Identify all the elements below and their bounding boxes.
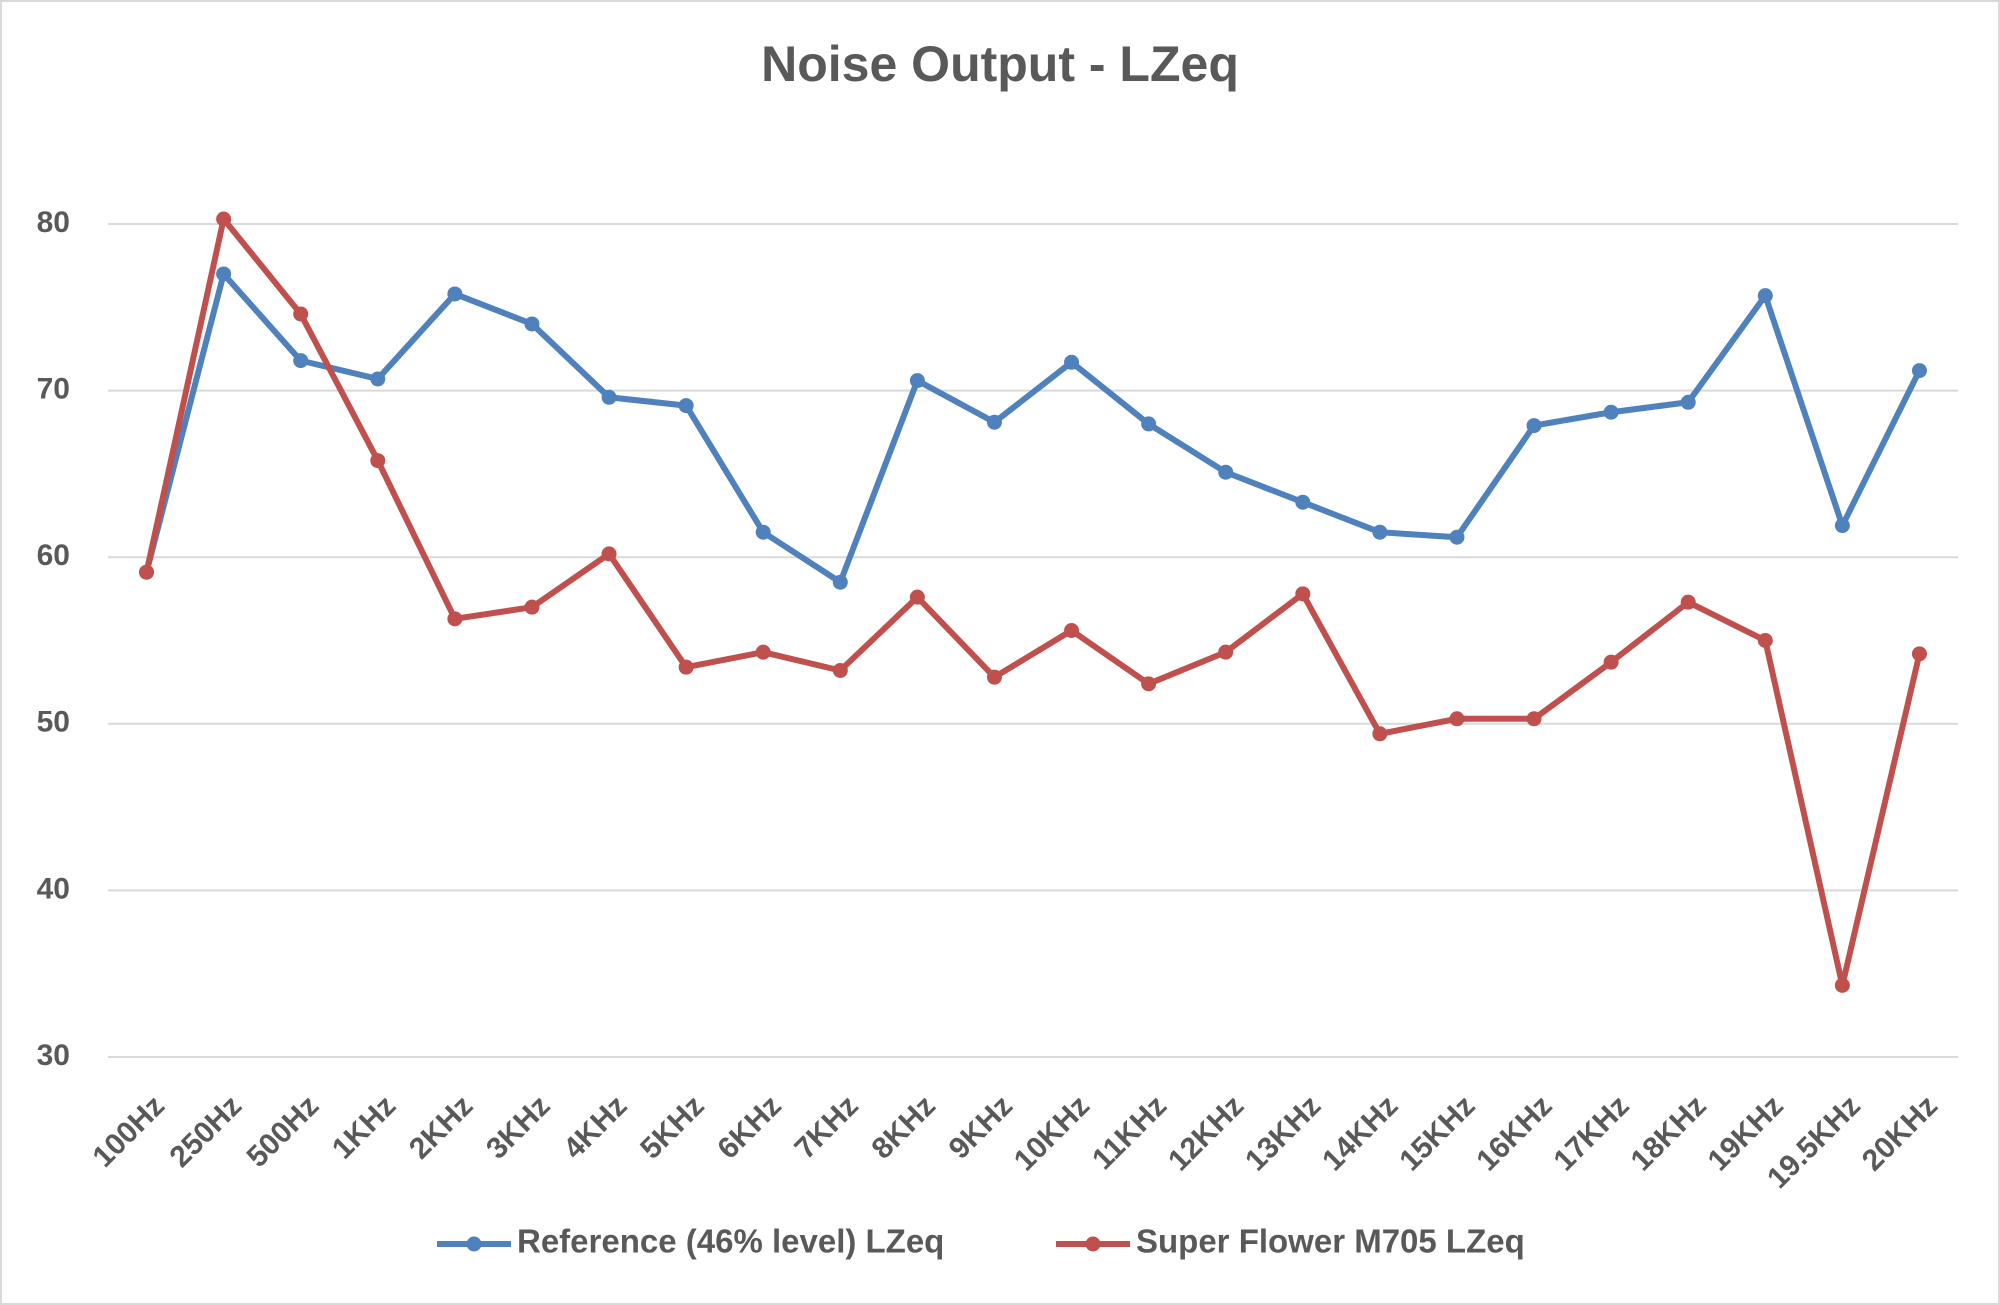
data-point xyxy=(832,574,848,590)
data-point xyxy=(1911,646,1927,662)
data-point xyxy=(370,371,386,387)
data-point xyxy=(1757,633,1773,648)
data-point xyxy=(447,611,463,627)
data-point xyxy=(601,389,617,405)
data-point xyxy=(909,373,925,389)
data-point xyxy=(1295,586,1311,602)
data-point xyxy=(1064,623,1080,639)
data-point xyxy=(1449,711,1465,727)
data-point xyxy=(1603,404,1619,420)
y-tick-label: 60 xyxy=(37,539,70,572)
data-point xyxy=(1680,594,1696,610)
data-point xyxy=(986,414,1002,430)
data-point xyxy=(678,659,694,675)
data-point xyxy=(139,564,155,580)
data-point xyxy=(1218,644,1234,660)
data-point xyxy=(1372,524,1388,540)
legend-marker xyxy=(466,1236,482,1252)
data-point xyxy=(755,524,771,540)
y-tick-label: 70 xyxy=(37,373,70,406)
data-point xyxy=(1449,529,1465,545)
data-point xyxy=(1603,654,1619,670)
chart-title: Noise Output - LZeq xyxy=(761,36,1239,92)
data-point xyxy=(1834,977,1850,993)
data-point xyxy=(447,286,463,302)
series-line xyxy=(143,216,1923,989)
data-point xyxy=(1218,464,1234,480)
data-point xyxy=(832,662,848,678)
data-point xyxy=(216,211,232,227)
data-point xyxy=(1680,394,1696,410)
y-tick-label: 30 xyxy=(37,1039,70,1072)
data-point xyxy=(678,398,694,414)
legend-label: Reference (46% level) LZeq xyxy=(517,1223,944,1260)
data-point xyxy=(601,546,617,562)
data-point xyxy=(216,266,232,282)
data-point xyxy=(1911,363,1927,379)
data-point xyxy=(1526,711,1542,727)
y-tick-label: 50 xyxy=(37,706,70,739)
data-point xyxy=(1834,518,1850,534)
data-point xyxy=(524,316,540,332)
data-point xyxy=(1141,676,1157,692)
data-point xyxy=(1141,416,1157,432)
data-point xyxy=(370,453,386,469)
legend-marker xyxy=(1085,1236,1101,1252)
data-point xyxy=(293,353,309,369)
data-point xyxy=(986,669,1002,685)
data-point xyxy=(1757,288,1773,304)
data-point xyxy=(524,599,540,615)
series-line xyxy=(143,270,1923,586)
data-point xyxy=(909,589,925,605)
data-point xyxy=(1372,726,1388,742)
data-point xyxy=(1064,354,1080,370)
data-point xyxy=(293,306,309,322)
data-point xyxy=(755,644,771,660)
legend-label: Super Flower M705 LZeq xyxy=(1136,1223,1525,1260)
y-tick-label: 40 xyxy=(37,872,70,905)
data-point xyxy=(1526,418,1542,434)
y-tick-label: 80 xyxy=(37,206,70,239)
data-point xyxy=(1295,494,1311,510)
